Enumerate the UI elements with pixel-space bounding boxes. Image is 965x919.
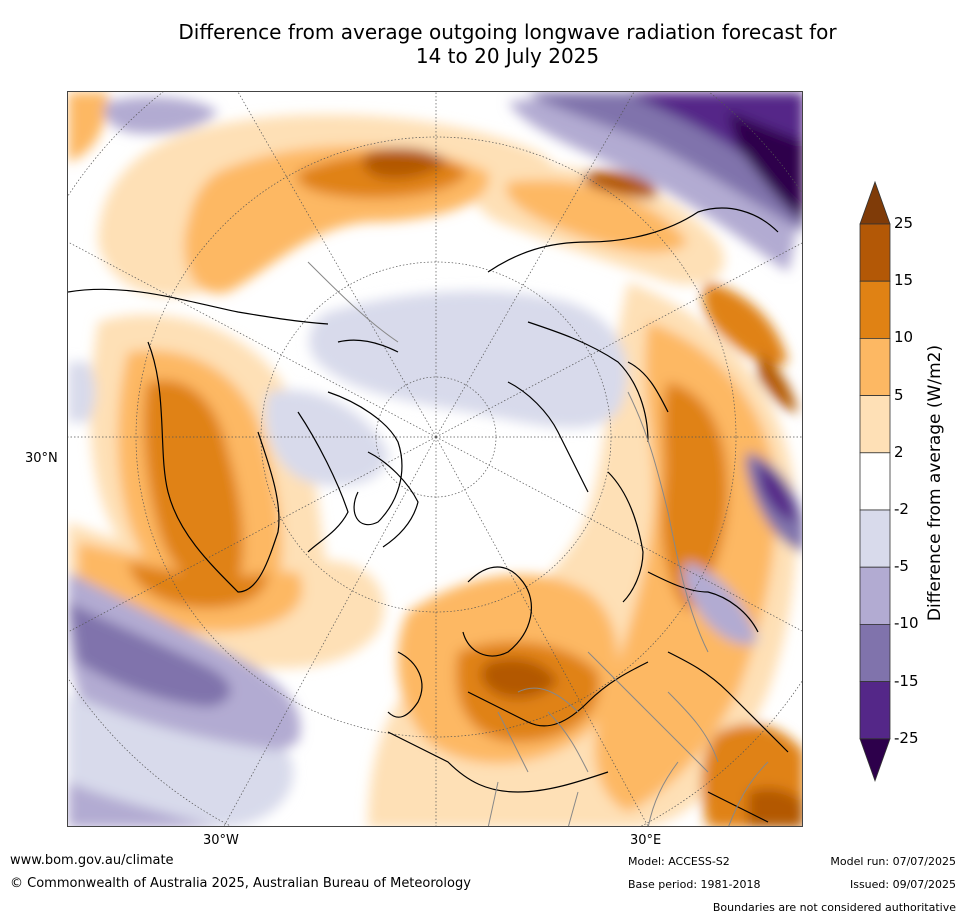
footer-model: Model: ACCESS-S2: [628, 855, 730, 868]
colorbar-tick-label: 2: [894, 442, 904, 461]
colorbar-segment: [859, 623, 891, 682]
colorbar-segment: [859, 223, 891, 282]
title-line-2: 14 to 20 July 2025: [415, 44, 600, 68]
colorbar-segment: [859, 452, 891, 511]
colorbar-segment: [859, 509, 891, 568]
lon-label-30e: 30°E: [630, 833, 662, 848]
colorbar-tick-label: 15: [894, 271, 914, 290]
coastlines: [68, 207, 789, 823]
title-line-1: Difference from average outgoing longwav…: [178, 20, 837, 44]
colorbar-arrow-top: [859, 180, 891, 225]
colorbar-tick-label: -15: [894, 671, 919, 690]
colorbar-tick-label: -5: [894, 557, 909, 576]
footer-issued: Issued: 09/07/2025: [849, 878, 956, 891]
anomaly-shading: [68, 92, 802, 826]
colorbar-segment: [859, 280, 891, 339]
colorbar-tick-label: -2: [894, 500, 909, 518]
colorbar-segments: [859, 180, 891, 782]
footer-disclaimer: Boundaries are not considered authoritat…: [712, 901, 956, 914]
lon-label-30w: 30°W: [203, 833, 239, 848]
country-borders: [307, 261, 769, 826]
colorbar-label: Difference from average (W/m2): [925, 344, 945, 622]
colorbar-tick-label: 25: [894, 214, 914, 232]
colorbar-arrow-bottom: [859, 738, 891, 782]
colorbar-segment: [859, 566, 891, 625]
colorbar-tick-label: -25: [894, 728, 919, 747]
footer-copyright: © Commonwealth of Australia 2025, Austra…: [10, 876, 471, 891]
colorbar-segment: [859, 395, 891, 454]
footer-website[interactable]: www.bom.gov.au/climate: [10, 853, 174, 868]
colorbar: [859, 180, 891, 782]
colorbar-segment: [859, 681, 891, 740]
footer-model-run: Model run: 07/07/2025: [830, 855, 956, 868]
colorbar-tick-label: 10: [894, 328, 914, 347]
olr-anomaly-map: [67, 91, 803, 827]
footer-base-period: Base period: 1981-2018: [628, 878, 761, 891]
chart-title: Difference from average outgoing longwav…: [80, 20, 935, 68]
colorbar-segment: [859, 337, 891, 396]
lat-label-30n: 30°N: [25, 451, 58, 466]
graticule: [68, 92, 802, 826]
colorbar-tick-label: -10: [894, 614, 919, 633]
colorbar-tick-label: 5: [894, 385, 904, 404]
map-canvas: [68, 92, 802, 826]
